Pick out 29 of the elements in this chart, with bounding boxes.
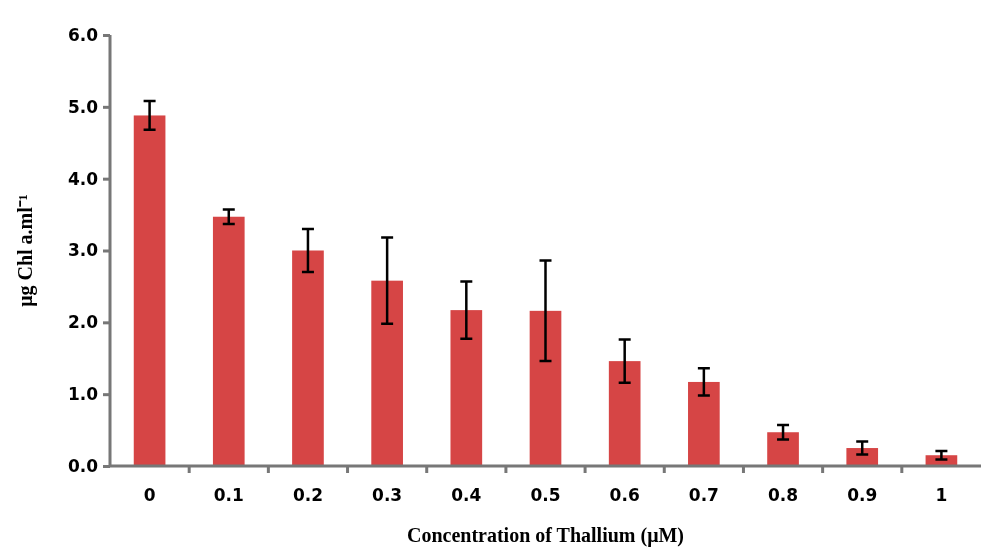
bar xyxy=(133,115,166,466)
x-tick-label: 0.2 xyxy=(292,485,324,506)
x-tick-label: 0.5 xyxy=(530,485,561,506)
y-tick-label: 0.0 xyxy=(67,455,99,476)
bar xyxy=(212,216,245,466)
x-tick-label: 0.1 xyxy=(213,485,244,506)
y-tick-label: 3.0 xyxy=(67,240,99,261)
x-tick-label: 0.3 xyxy=(372,485,403,506)
x-axis-title: Concentration of Thallium (μM) xyxy=(406,524,685,547)
bar xyxy=(529,310,562,466)
bar xyxy=(688,381,720,466)
bar xyxy=(450,310,483,466)
x-tick-label: 0.4 xyxy=(451,485,482,506)
y-axis-title: μg Chl a.ml⁻¹ xyxy=(14,194,37,307)
y-tick-label: 1.0 xyxy=(67,384,99,405)
bar xyxy=(371,280,403,466)
y-tick-label: 2.0 xyxy=(67,312,99,333)
x-tick-label: 0.6 xyxy=(609,485,640,506)
y-tick-label: 6.0 xyxy=(67,24,99,45)
y-tick-label: 5.0 xyxy=(67,96,99,117)
x-tick-label: 0.7 xyxy=(688,485,719,506)
x-tick-label: 0.8 xyxy=(767,485,799,506)
y-tick-label: 4.0 xyxy=(67,168,99,189)
bar xyxy=(767,432,799,466)
x-tick-label: 0.9 xyxy=(847,485,878,506)
bar xyxy=(608,361,641,466)
bar xyxy=(292,250,324,466)
x-tick-label: 0 xyxy=(143,485,156,506)
x-tick-label: 1 xyxy=(935,485,948,506)
